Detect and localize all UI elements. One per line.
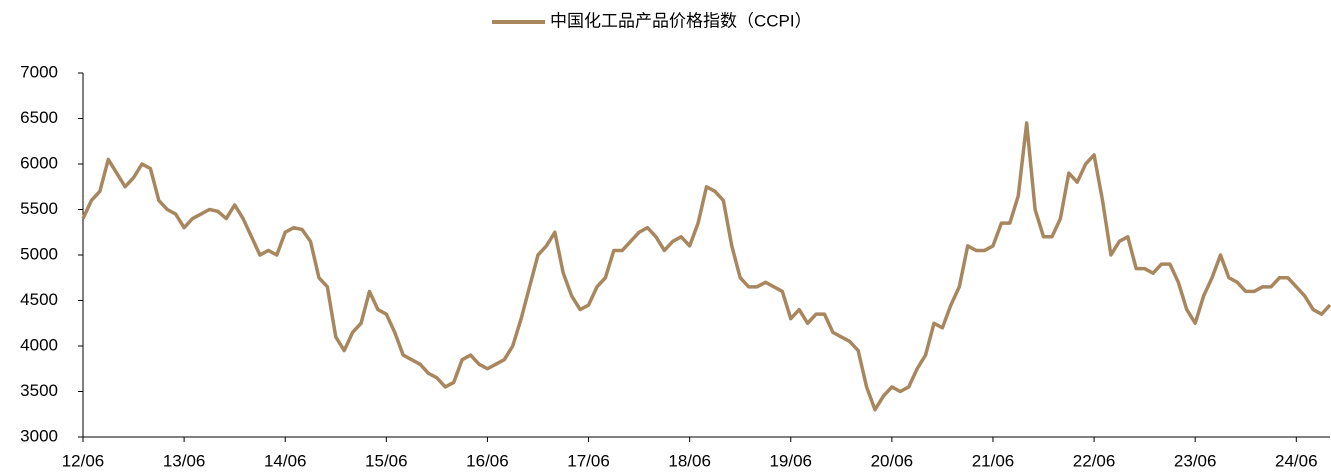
y-tick-label: 6000	[20, 153, 58, 172]
x-tick-label: 16/06	[466, 451, 509, 470]
y-tick-label: 4000	[20, 335, 58, 354]
x-tick-label: 23/06	[1174, 451, 1217, 470]
x-tick-label: 18/06	[668, 451, 711, 470]
y-tick-label: 3000	[20, 426, 58, 445]
y-tick-label: 5000	[20, 244, 58, 263]
x-tick-label: 21/06	[972, 451, 1015, 470]
x-tick-label: 24/06	[1275, 451, 1318, 470]
x-tick-label: 19/06	[769, 451, 812, 470]
x-tick-label: 13/06	[163, 451, 206, 470]
y-tick-label: 6500	[20, 108, 58, 127]
x-tick-label: 20/06	[871, 451, 914, 470]
x-tick-label: 12/06	[62, 451, 105, 470]
x-tick-label: 14/06	[264, 451, 307, 470]
legend-label: 中国化工品产品价格指数（CCPI）	[550, 11, 812, 30]
x-tick-label: 22/06	[1073, 451, 1116, 470]
x-tick-label: 15/06	[365, 451, 408, 470]
series-line	[81, 121, 1331, 412]
y-tick-label: 5500	[20, 199, 58, 218]
y-tick-label: 7000	[20, 62, 58, 81]
x-tick-label: 17/06	[567, 451, 610, 470]
y-tick-label: 3500	[20, 381, 58, 400]
y-tick-label: 4500	[20, 290, 58, 309]
